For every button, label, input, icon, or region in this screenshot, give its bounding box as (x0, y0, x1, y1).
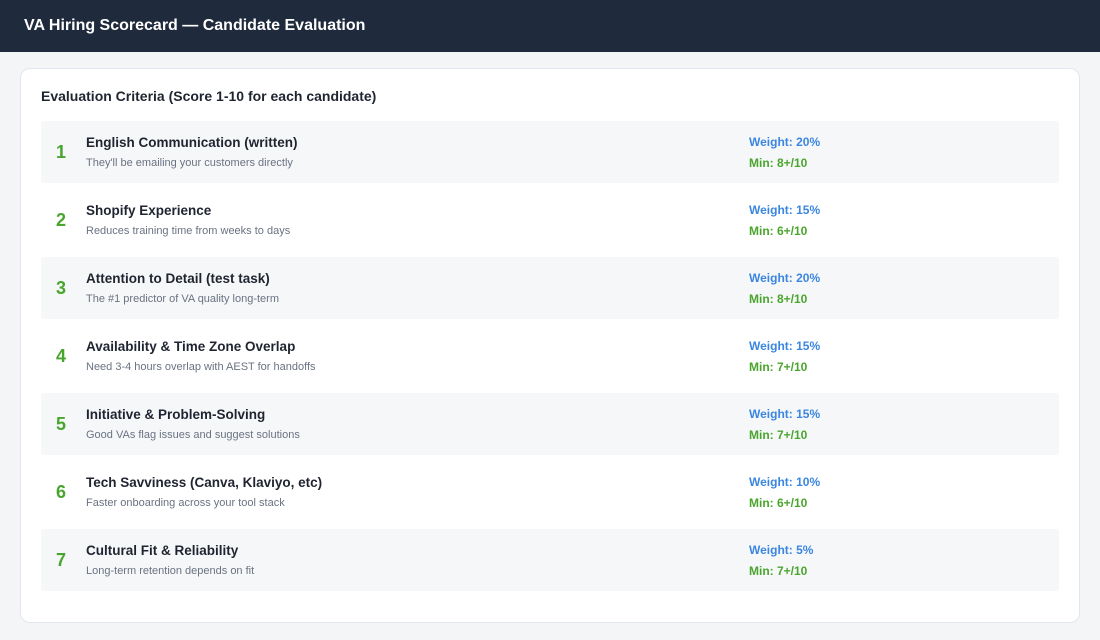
criterion-description: Reduces training time from weeks to days (86, 225, 291, 237)
criterion-name: Availability & Time Zone Overlap (86, 339, 296, 354)
criterion-weight: Weight: 5% (749, 542, 814, 557)
criterion-number: 7 (56, 549, 67, 570)
criterion-min-score: Min: 8+/10 (749, 155, 808, 170)
criterion-name: Attention to Detail (test task) (86, 271, 270, 286)
criterion-row: 3 Attention to Detail (test task) The #1 p… (41, 257, 1059, 319)
evaluation-criteria-card: Evaluation Criteria (Score 1-10 for each… (20, 68, 1080, 623)
criterion-meta: Weight: 10% Min: 6+/10 (749, 475, 1059, 510)
criterion-weight: Weight: 20% (749, 270, 821, 285)
criterion-min-score: Min: 7+/10 (749, 359, 808, 374)
criterion-row: 5 Initiative & Problem-Solving Good VAs fl… (41, 393, 1059, 455)
criterion-row: 1 English Communication (written) They'll … (41, 121, 1059, 183)
criterion-description: Long-term retention depends on fit (86, 565, 255, 577)
criterion-meta: Weight: 15% Min: 7+/10 (749, 407, 1059, 442)
criterion-number: 5 (56, 413, 67, 434)
criterion-row: 4 Availability & Time Zone Overlap Need 3-… (41, 325, 1059, 387)
criterion-text: Initiative & Problem-Solving Good VAs fla… (86, 407, 749, 441)
criterion-weight: Weight: 15% (749, 202, 821, 217)
criterion-meta: Weight: 15% Min: 6+/10 (749, 203, 1059, 238)
criterion-name: Tech Savviness (Canva, Klaviyo, etc) (86, 475, 323, 490)
criterion-meta: Weight: 5% Min: 7+/10 (749, 543, 1059, 578)
criterion-text: English Communication (written) They'll b… (86, 135, 749, 169)
criterion-weight: Weight: 15% (749, 406, 821, 421)
criterion-description: Good VAs flag issues and suggest solutio… (86, 429, 300, 441)
criterion-weight: Weight: 20% (749, 134, 821, 149)
criterion-row: 2 Shopify Experience Reduces training time… (41, 189, 1059, 251)
criterion-name: English Communication (written) (86, 135, 298, 150)
card-title: Evaluation Criteria (Score 1-10 for each… (41, 88, 377, 104)
criterion-text: Shopify Experience Reduces training time … (86, 203, 749, 237)
criterion-description: The #1 predictor of VA quality long-term (86, 293, 280, 305)
criterion-meta: Weight: 20% Min: 8+/10 (749, 271, 1059, 306)
criterion-text: Availability & Time Zone Overlap Need 3-4… (86, 339, 749, 373)
criterion-min-score: Min: 6+/10 (749, 223, 808, 238)
criterion-description: Faster onboarding across your tool stack (86, 497, 285, 509)
criterion-meta: Weight: 20% Min: 8+/10 (749, 135, 1059, 170)
criterion-number: 1 (56, 141, 67, 162)
criterion-row: 7 Cultural Fit & Reliability Long-term ret… (41, 529, 1059, 591)
criterion-name: Cultural Fit & Reliability (86, 543, 239, 558)
criterion-name: Shopify Experience (86, 203, 212, 218)
criterion-text: Cultural Fit & Reliability Long-term rete… (86, 543, 749, 577)
criteria-list: 1 English Communication (written) They'll … (41, 121, 1059, 591)
criterion-min-score: Min: 8+/10 (749, 291, 808, 306)
app-header: VA Hiring Scorecard — Candidate Evaluati… (0, 0, 1100, 52)
criterion-number: 6 (56, 481, 67, 502)
criterion-number: 4 (56, 345, 67, 366)
criterion-description: They'll be emailing your customers direc… (86, 157, 293, 169)
criterion-text: Tech Savviness (Canva, Klaviyo, etc) Fast… (86, 475, 749, 509)
criterion-min-score: Min: 6+/10 (749, 495, 808, 510)
criterion-min-score: Min: 7+/10 (749, 563, 808, 578)
criterion-meta: Weight: 15% Min: 7+/10 (749, 339, 1059, 374)
criterion-name: Initiative & Problem-Solving (86, 407, 266, 422)
criterion-min-score: Min: 7+/10 (749, 427, 808, 442)
criterion-weight: Weight: 15% (749, 338, 821, 353)
criterion-text: Attention to Detail (test task) The #1 pr… (86, 271, 749, 305)
criterion-weight: Weight: 10% (749, 474, 821, 489)
page-title: VA Hiring Scorecard — Candidate Evaluati… (24, 17, 366, 34)
criterion-row: 6 Tech Savviness (Canva, Klaviyo, etc) Fas… (41, 461, 1059, 523)
criterion-number: 3 (56, 277, 67, 298)
criterion-number: 2 (56, 209, 67, 230)
criterion-description: Need 3-4 hours overlap with AEST for han… (86, 361, 316, 373)
